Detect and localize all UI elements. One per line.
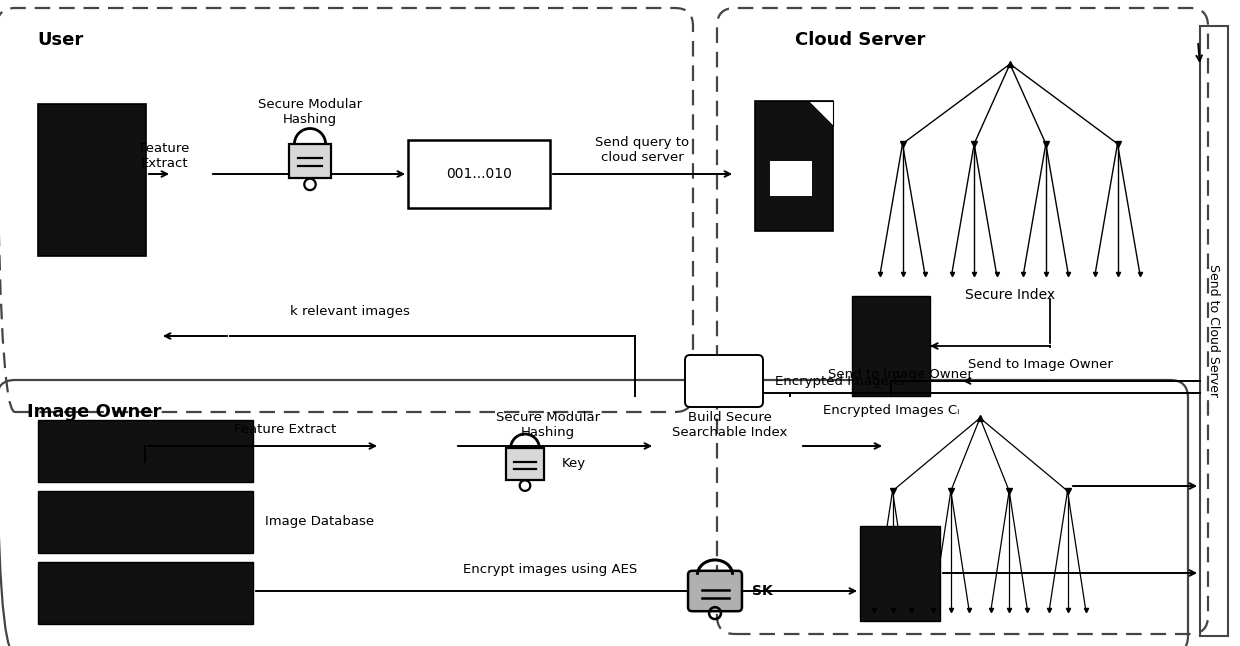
Text: Image Owner: Image Owner [27,403,161,421]
Text: Send to Image Owner: Send to Image Owner [967,358,1112,371]
Text: Key: Key [562,457,587,470]
Text: Cloud Server: Cloud Server [795,31,925,49]
FancyBboxPatch shape [38,420,253,482]
Text: Send to Cloud Server: Send to Cloud Server [1208,264,1220,397]
Text: k relevant images: k relevant images [290,305,410,318]
FancyBboxPatch shape [38,562,253,624]
Text: Secure Index: Secure Index [965,288,1055,302]
FancyBboxPatch shape [852,296,930,396]
FancyBboxPatch shape [755,101,833,231]
Text: Encrypted Images Cᵢ: Encrypted Images Cᵢ [823,404,960,417]
Text: Image Database: Image Database [265,514,374,528]
Text: Secure Modular
Hashing: Secure Modular Hashing [258,98,362,126]
FancyBboxPatch shape [688,571,742,611]
Text: User: User [37,31,83,49]
Polygon shape [808,101,833,126]
FancyBboxPatch shape [408,140,551,208]
Text: Build Secure
Searchable Index: Build Secure Searchable Index [672,411,787,439]
Text: SK: SK [714,374,734,388]
Text: Send query to
cloud server: Send query to cloud server [595,136,689,164]
Text: Encrypted Image Cᵢ: Encrypted Image Cᵢ [775,375,905,388]
FancyBboxPatch shape [770,161,812,196]
FancyBboxPatch shape [38,104,146,256]
FancyBboxPatch shape [684,355,763,407]
FancyBboxPatch shape [38,491,253,553]
Text: Feature
Extract: Feature Extract [140,142,190,170]
FancyBboxPatch shape [289,144,331,178]
Text: Send to Image Owner: Send to Image Owner [827,368,972,381]
FancyBboxPatch shape [861,526,940,621]
Text: 001...010: 001...010 [446,167,512,181]
Text: Encrypt images using AES: Encrypt images using AES [463,563,637,576]
FancyBboxPatch shape [506,448,544,479]
Text: Secure Modular
Hashing: Secure Modular Hashing [496,411,600,439]
Text: SK: SK [751,584,773,598]
Text: Feature Extract: Feature Extract [234,423,336,436]
